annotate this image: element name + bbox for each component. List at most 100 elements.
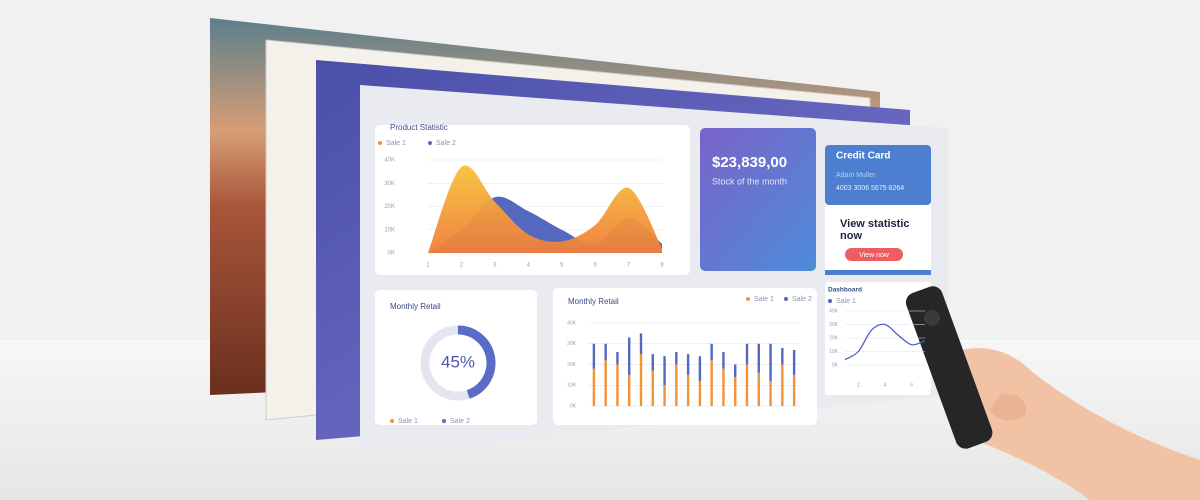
y-tick-label: 40K [567,320,577,326]
y-tick-label: 0K [388,251,395,257]
y-tick-label: 10K [829,349,839,355]
y-tick-label: 40K [829,308,839,314]
x-tick-label: 1 [426,263,430,269]
bar [651,370,654,406]
donut-arc [457,325,496,399]
legend-swatch [428,141,432,145]
stock-caption: Stock of the month [712,176,787,186]
bar [722,352,725,369]
y-tick-label: 20K [567,362,577,368]
x-tick-label: 4 [884,382,887,388]
legend-swatch [828,299,832,303]
card-strip [825,270,931,275]
x-tick-label: 6 [910,382,913,388]
bar [757,372,760,406]
bar [769,381,772,406]
y-tick-label: 30K [829,322,839,328]
chart-title: Monthly Retail [390,302,441,311]
credit-card-header [825,145,931,205]
bar [675,364,678,406]
y-tick-label: 0K [570,403,577,409]
chart-title: Dashboard [828,287,862,294]
card [375,290,537,425]
remote-button [924,310,940,326]
legend-label: Sale 1 [836,298,856,305]
legend-swatch [442,419,446,423]
bar [604,343,607,361]
bar [781,347,784,365]
bar [639,354,643,406]
legend-label: Sale 1 [398,418,418,425]
bar [686,374,690,406]
y-tick-label: 10K [567,383,577,389]
bar [698,356,702,382]
bar [686,354,690,375]
card-number: 4003 3006 5675 8264 [836,185,904,192]
legend-label: Sale 2 [450,418,470,425]
bar [616,352,619,365]
bar [628,374,631,406]
bar [592,368,596,406]
bar [663,385,666,406]
card [553,288,817,425]
bar [675,352,678,365]
bar [628,337,631,375]
x-tick-label: 2 [460,263,464,269]
legend-label: Sale 2 [792,296,812,303]
card-title: Credit Card [836,151,890,162]
x-tick-label: 4 [527,263,531,269]
bar [639,333,643,355]
bar [757,343,760,373]
legend-swatch [784,297,788,301]
bar [698,381,702,406]
hand [934,348,1200,500]
thumb [990,393,1026,421]
bar [745,364,749,406]
y-tick-label: 30K [384,181,395,187]
bar [734,376,737,406]
card-holder: Adam Muller [836,172,876,179]
legend-swatch [390,419,394,423]
bar [710,343,713,361]
donut-label: 45% [441,352,475,371]
bar [604,360,607,406]
legend-label: Sale 1 [386,140,406,147]
y-tick-label: 20K [384,204,395,210]
card [825,282,931,395]
legend-swatch [746,297,750,301]
bar [769,343,772,382]
bar [792,349,796,375]
x-tick-label: 2 [857,382,860,388]
x-tick-label: 6 [593,263,597,269]
stock-amount: $23,839,00 [712,154,787,171]
x-tick-label: 7 [627,263,631,269]
remote [905,286,993,449]
chart-title: Product Statistic [390,123,448,132]
bar [651,354,654,371]
bar [710,360,713,406]
x-tick-label: 8 [660,263,664,269]
legend-label: Sale 1 [754,296,774,303]
legend-label: Sale 2 [436,140,456,147]
y-tick-label: 30K [567,341,577,347]
line [844,323,926,361]
view-button[interactable] [845,248,903,261]
y-tick-label: 20K [829,335,839,341]
legend-swatch [378,141,382,145]
area [428,165,662,253]
x-tick-label: 5 [560,263,564,269]
bar [616,364,619,406]
promo-text: View statistic now [840,218,910,242]
bar [745,343,749,365]
bar [792,374,796,406]
y-tick-label: 40K [384,158,395,164]
chart-title: Monthly Retail [568,297,619,306]
view-button-label[interactable]: View now [859,252,890,259]
y-tick-label: 0K [832,362,839,368]
x-tick-label: 3 [493,263,497,269]
bar [734,364,737,377]
bar [722,368,725,406]
bar [781,364,784,406]
